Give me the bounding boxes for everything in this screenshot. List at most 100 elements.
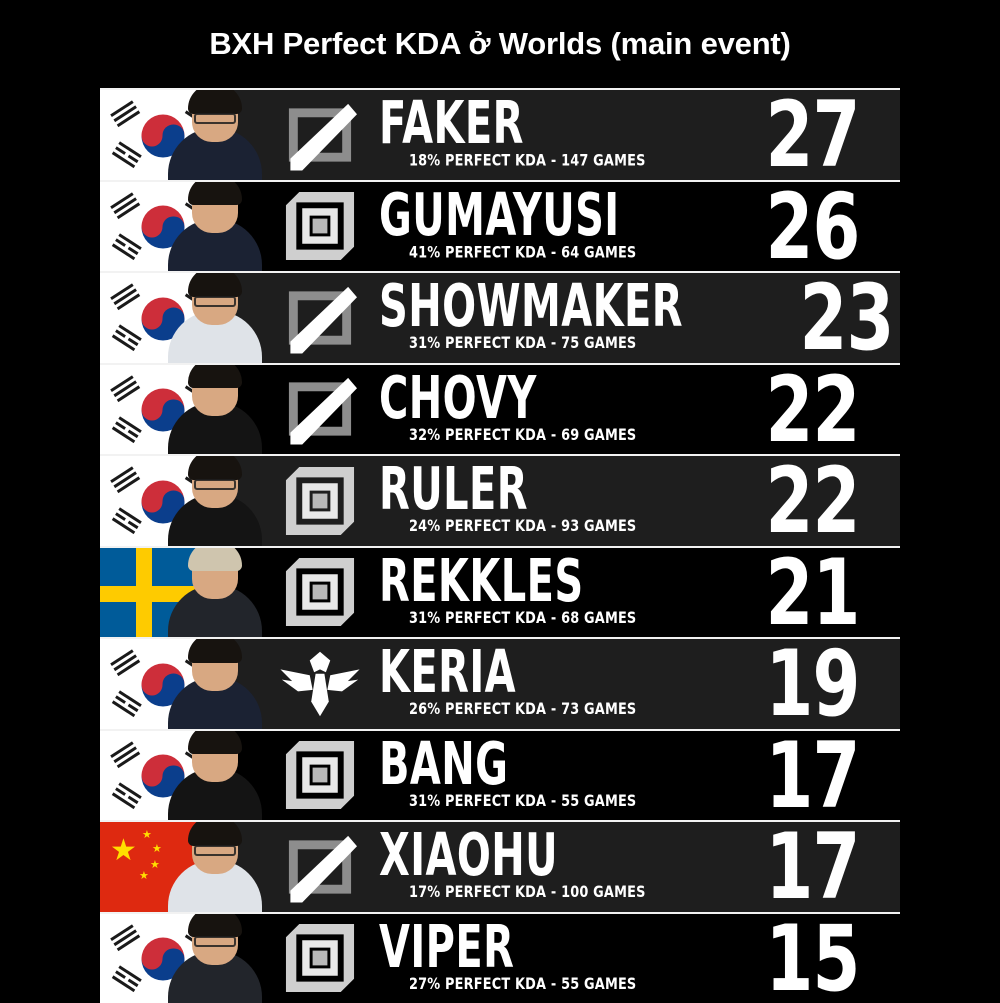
player-name: VIPER (379, 920, 656, 975)
trigram-gon (183, 324, 215, 353)
trigram-geon (110, 741, 142, 770)
trigram-geon (110, 192, 142, 221)
perfect-kda-summary: 27% PERFECT KDA - 55 GAMES (409, 974, 681, 993)
player-identity-cell (100, 639, 265, 729)
page-title-bar: BXH Perfect KDA ở Worlds (main event) (0, 0, 1000, 88)
trigram-ri (110, 507, 142, 536)
t1-slash-square-icon (265, 90, 375, 180)
perfect-kda-count: 17 (737, 820, 888, 912)
perfect-kda-summary: 31% PERFECT KDA - 75 GAMES (409, 334, 710, 353)
perfect-kda-count: 15 (737, 912, 888, 1003)
trigram-gon (183, 416, 215, 445)
player-name: BANG (379, 737, 656, 792)
perfect-kda-count: 22 (737, 363, 888, 455)
perfect-kda-summary: 41% PERFECT KDA - 64 GAMES (409, 242, 681, 261)
perfect-kda-count: 23 (771, 271, 900, 363)
trigram-geon (110, 466, 142, 495)
player-name: XIAOHU (379, 828, 656, 883)
trigram-ri (110, 965, 142, 994)
trigram-geon (110, 100, 142, 129)
t1-winged-tie-icon (265, 639, 375, 729)
trigram-geon (110, 924, 142, 953)
geng-nested-square-icon (265, 456, 375, 546)
player-identity-cell: ★★★★★ (100, 822, 265, 912)
taeguk-symbol (141, 389, 184, 432)
flag-star-large: ★ (110, 836, 137, 866)
trigram-gam (183, 649, 215, 678)
taeguk-symbol (141, 755, 184, 798)
taeguk-symbol (141, 206, 184, 249)
perfect-kda-summary: 26% PERFECT KDA - 73 GAMES (409, 700, 681, 719)
t1-slash-square-icon (265, 273, 375, 363)
taeguk-symbol (141, 938, 184, 981)
flag-star-small-4: ★ (139, 871, 149, 882)
perfect-kda-summary: 32% PERFECT KDA - 69 GAMES (409, 425, 681, 444)
perfect-kda-count: 17 (737, 729, 888, 821)
geng-nested-square-icon (265, 914, 375, 1003)
player-name: CHOVY (379, 371, 656, 426)
trigram-geon (110, 283, 142, 312)
perfect-kda-summary: 31% PERFECT KDA - 55 GAMES (409, 791, 681, 810)
trigram-gon (183, 141, 215, 170)
trigram-geon (110, 375, 142, 404)
trigram-ri (110, 141, 142, 170)
trigram-gon (183, 782, 215, 811)
flag-star-small-1: ★ (142, 830, 152, 841)
page-title: BXH Perfect KDA ở Worlds (main event) (209, 26, 790, 62)
trigram-gam (183, 466, 215, 495)
trigram-gam (183, 283, 215, 312)
trigram-gam (183, 192, 215, 221)
player-name: RULER (379, 462, 656, 517)
flag-cross-horizontal (100, 586, 225, 602)
player-identity-cell (100, 273, 265, 363)
geng-nested-square-icon (265, 731, 375, 821)
flag-south-korea (100, 90, 225, 180)
flag-south-korea (100, 914, 225, 1003)
player-name: GUMAYUSI (379, 188, 656, 243)
flag-china: ★★★★★ (100, 822, 225, 912)
perfect-kda-count: 22 (737, 454, 888, 546)
player-identity-cell (100, 548, 265, 638)
flag-sweden (100, 548, 225, 638)
player-identity-cell (100, 365, 265, 455)
flag-south-korea (100, 182, 225, 272)
trigram-gon (183, 233, 215, 262)
player-name: REKKLES (379, 554, 656, 609)
perfect-kda-summary: 18% PERFECT KDA - 147 GAMES (409, 151, 681, 170)
player-identity-cell (100, 731, 265, 821)
flag-star-small-3: ★ (150, 860, 160, 871)
t1-slash-square-icon (265, 822, 375, 912)
perfect-kda-count: 27 (737, 88, 888, 180)
player-identity-cell (100, 914, 265, 1003)
trigram-gon (183, 965, 215, 994)
perfect-kda-count: 19 (737, 637, 888, 729)
perfect-kda-summary: 24% PERFECT KDA - 93 GAMES (409, 517, 681, 536)
trigram-ri (110, 690, 142, 719)
trigram-gam (183, 375, 215, 404)
t1-slash-square-icon (265, 365, 375, 455)
trigram-ri (110, 416, 142, 445)
taeguk-symbol (141, 480, 184, 523)
trigram-ri (110, 324, 142, 353)
flag-south-korea (100, 456, 225, 546)
trigram-gon (183, 690, 215, 719)
geng-nested-square-icon (265, 548, 375, 638)
